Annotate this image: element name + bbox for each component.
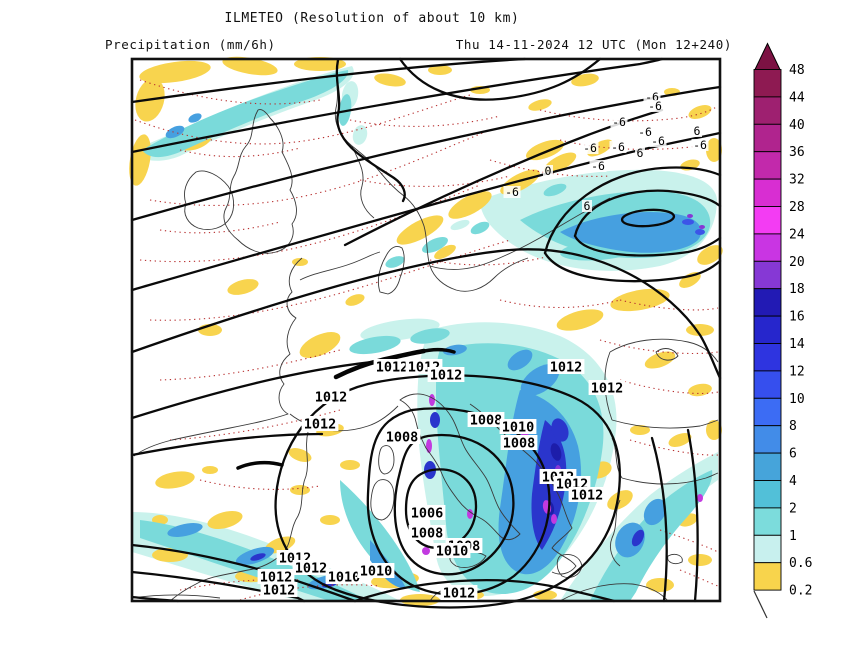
temperature-label: -6 — [693, 138, 707, 152]
scale-segment — [754, 289, 781, 316]
scale-tick-label: 18 — [789, 282, 805, 297]
scale-tick-label: 28 — [789, 200, 805, 215]
scale-segment — [754, 70, 781, 97]
scale-tick-label: 2 — [789, 501, 797, 516]
temperature-label: -6 — [648, 99, 662, 113]
isobar-label: 1012 — [315, 390, 348, 406]
isobar-label: 1008 — [411, 526, 444, 542]
isobar-label: 1012 — [263, 583, 296, 599]
scale-tick-label: 0.2 — [789, 584, 812, 599]
scale-tick-label: 24 — [789, 227, 805, 242]
isobar-label: 1010 — [436, 544, 469, 560]
scale-tick-label: 32 — [789, 173, 805, 188]
isobar-label: 1010 — [502, 420, 535, 436]
isobar-label: 1012 — [443, 586, 476, 602]
scale-tick-label: 40 — [789, 118, 805, 133]
scale-segment — [754, 535, 781, 562]
scale-segment — [754, 179, 781, 206]
scale-tick-label: 1 — [789, 529, 797, 544]
isobar-label: 1012 — [376, 360, 409, 376]
isobar-label: 1012 — [591, 381, 624, 397]
weather-chart-page: ILMETEO (Resolution of about 10 km) Prec… — [0, 0, 850, 656]
color-scale: 48 44 40 36 32 28 24 20 18 16 14 12 10 8 6 4 2 1 0.6 0.2 — [754, 44, 812, 599]
temperature-label: -6 — [611, 140, 625, 154]
isobar-label: 1012 — [304, 417, 337, 433]
temperature-label: 6 — [694, 124, 701, 138]
temperature-label: -6 — [505, 185, 519, 199]
isobar-label: 1012 — [550, 360, 583, 376]
scale-segment — [754, 453, 781, 480]
scale-segment — [754, 344, 781, 371]
scale-segment — [754, 481, 781, 508]
scale-tick-label: 48 — [789, 63, 805, 78]
scale-segment — [754, 508, 781, 535]
scale-segment — [754, 563, 781, 590]
temperature-label: -6 — [583, 141, 597, 155]
scale-tick-label: 10 — [789, 392, 805, 407]
weather-map: 1012101210121012101210121012100810081010… — [0, 0, 850, 656]
isobar-label: 1008 — [470, 413, 503, 429]
scale-segment — [754, 124, 781, 151]
isobar-label: 1012 — [430, 368, 463, 384]
temperature-label: -6 — [651, 134, 665, 148]
isobar-label: 1010 — [328, 570, 361, 586]
scale-tick-label: 16 — [789, 310, 805, 325]
isobar-label: 1006 — [411, 506, 444, 522]
scale-tick-label: 20 — [789, 255, 805, 270]
isobar-label: 1008 — [386, 430, 419, 446]
scale-tick-label: 0.6 — [789, 556, 812, 571]
temperature-label: 0 — [545, 164, 552, 178]
temperature-label: -6 — [591, 159, 605, 173]
scale-tick-label: 4 — [789, 474, 797, 489]
scale-segment — [754, 207, 781, 234]
scale-segment — [754, 371, 781, 398]
temperature-label: -6 — [612, 115, 626, 129]
scale-segment — [754, 316, 781, 343]
page-title: ILMETEO (Resolution of about 10 km) — [0, 11, 744, 26]
scale-segment — [754, 234, 781, 261]
scale-arrow — [755, 44, 780, 70]
scale-tick-label: 44 — [789, 90, 805, 105]
datetime-label: Thu 14-11-2024 12 UTC (Mon 12+240) — [330, 37, 732, 52]
scale-tick-label: 12 — [789, 364, 805, 379]
temperature-label: 6 — [637, 146, 644, 160]
scale-segment — [754, 398, 781, 425]
isobar-label: 1010 — [360, 564, 393, 580]
scale-tick-label: 36 — [789, 145, 805, 160]
variable-label: Precipitation (mm/6h) — [105, 37, 276, 52]
scale-segment — [754, 97, 781, 124]
scale-tick-label: 14 — [789, 337, 805, 352]
isobar-label: 1008 — [503, 436, 536, 452]
isobar-label: 1012 — [571, 488, 604, 504]
isobar-label: 1012 — [295, 561, 328, 577]
scale-segment — [754, 261, 781, 288]
temperature-label: 6 — [584, 199, 591, 213]
scale-segment — [754, 152, 781, 179]
scale-segment — [754, 426, 781, 453]
scale-tick-label: 6 — [789, 447, 797, 462]
scale-tick-label: 8 — [789, 419, 797, 434]
color-scale-pointer — [754, 591, 767, 618]
